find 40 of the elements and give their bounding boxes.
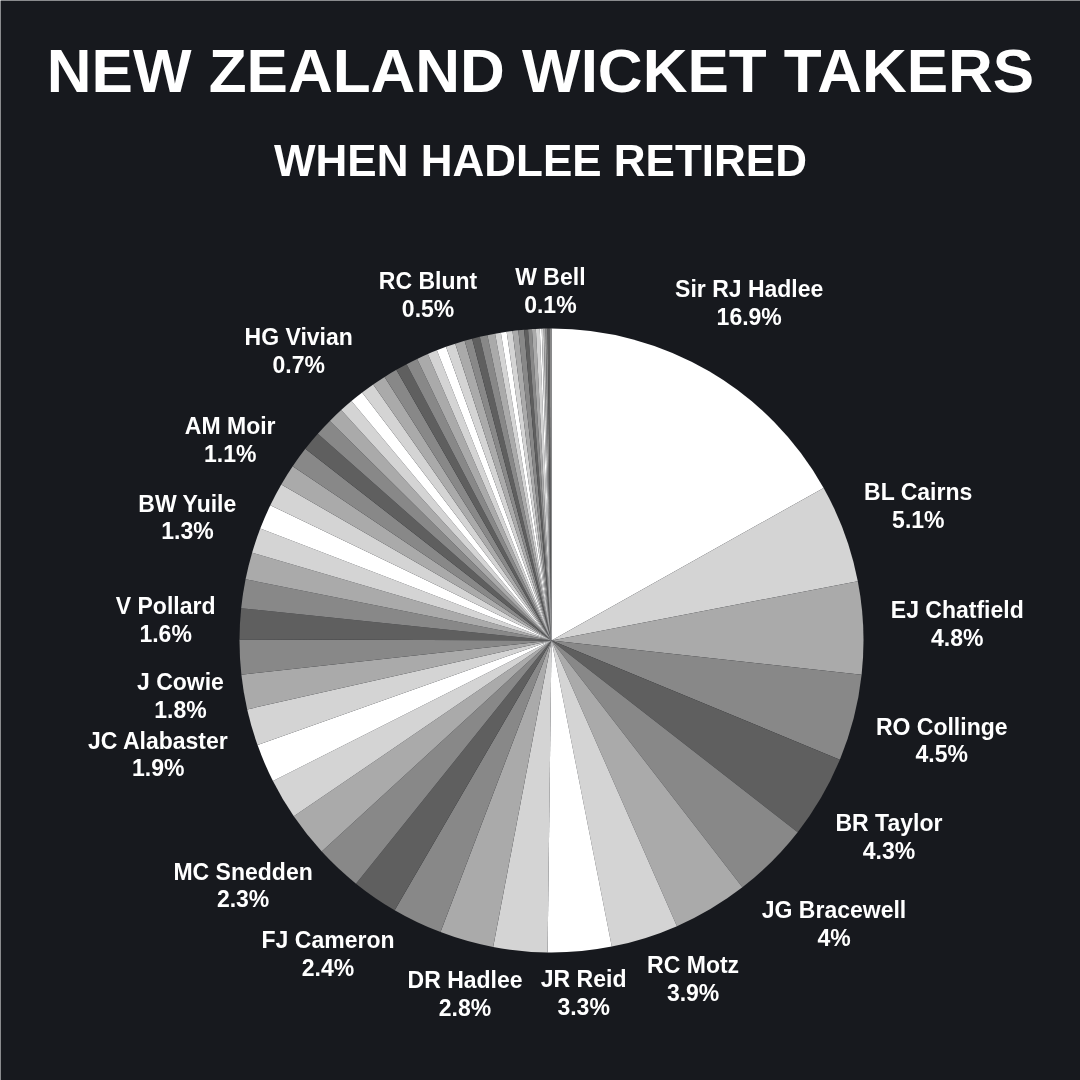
data-label: 1.9% bbox=[132, 755, 185, 782]
data-label: 1.8% bbox=[154, 696, 207, 723]
slice-label: AM Moir bbox=[184, 413, 276, 440]
data-label: 2.3% bbox=[216, 886, 270, 913]
data-label: 4.3% bbox=[862, 837, 916, 864]
data-label: 5.1% bbox=[892, 506, 945, 533]
slice-label: BW Yuile bbox=[138, 490, 237, 517]
slice-label: RC Blunt bbox=[378, 268, 478, 295]
slice-label: HG Vivian bbox=[244, 324, 353, 351]
data-label: 16.9% bbox=[716, 303, 782, 330]
slice-label: J Cowie bbox=[136, 669, 224, 696]
chart-subtitle: WHEN HADLEE RETIRED bbox=[274, 136, 807, 185]
slice-label: BR Taylor bbox=[835, 809, 943, 836]
chart-title: NEW ZEALAND WICKET TAKERS bbox=[46, 36, 1035, 105]
slice-label: Sir RJ Hadlee bbox=[675, 276, 824, 303]
slice-label: BL Cairns bbox=[864, 479, 973, 506]
data-label: 1.3% bbox=[161, 518, 214, 545]
data-label: 0.1% bbox=[524, 291, 577, 318]
data-label: 2.4% bbox=[301, 954, 355, 981]
slice-label: JC Alabaster bbox=[87, 727, 228, 754]
data-label: 1.1% bbox=[203, 440, 257, 467]
data-label: 3.9% bbox=[666, 979, 720, 1006]
slice-label: V Pollard bbox=[115, 593, 216, 620]
data-label: 0.5% bbox=[401, 295, 455, 322]
data-label: 1.6% bbox=[139, 620, 192, 647]
data-label: 4.5% bbox=[915, 741, 968, 768]
slice-label: RO Collinge bbox=[875, 713, 1008, 740]
data-label: 4% bbox=[817, 924, 851, 951]
slice-label: JG Bracewell bbox=[761, 897, 907, 924]
slice-label: W Bell bbox=[515, 263, 586, 290]
slice-label: DR Hadlee bbox=[407, 967, 523, 994]
slice-label: EJ Chatfield bbox=[890, 597, 1024, 624]
data-label: 2.8% bbox=[438, 994, 492, 1021]
data-label: 4.8% bbox=[931, 624, 984, 651]
slice-label: JR Reid bbox=[540, 966, 627, 993]
data-label: 0.7% bbox=[272, 351, 325, 378]
slice-label: RC Motz bbox=[647, 951, 740, 978]
data-label: 3.3% bbox=[557, 993, 610, 1020]
slice-label: MC Snedden bbox=[173, 858, 313, 885]
slice-label: FJ Cameron bbox=[261, 927, 395, 954]
